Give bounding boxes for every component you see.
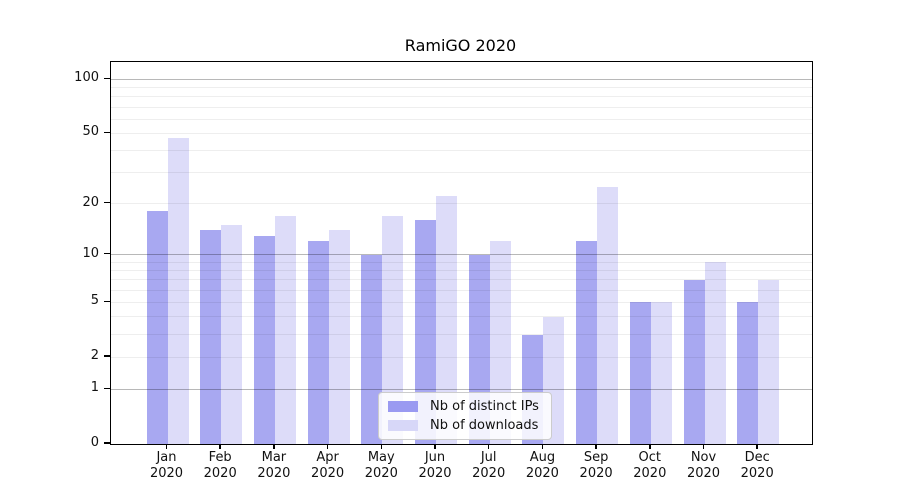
gridline-60: [111, 118, 812, 120]
gridline-3: [111, 334, 812, 336]
x-tick-mark: [487, 444, 490, 449]
bar-may-downloads: [382, 215, 404, 444]
bar-sep-downloads: [597, 186, 619, 444]
bar-mar-ips: [253, 235, 275, 444]
x-tick-label-mar: Mar 2020: [257, 450, 291, 481]
x-tick-label-jun: Jun 2020: [418, 450, 452, 481]
x-tick-label-apr: Apr 2020: [311, 450, 345, 481]
y-tick-mark: [104, 252, 110, 255]
x-tick-label-aug: Aug 2020: [525, 450, 559, 481]
y-tick-mark: [104, 355, 110, 357]
y-tick-label-2: 2: [90, 348, 99, 364]
gridline-30: [111, 172, 812, 174]
chart-title: RamiGO 2020: [404, 36, 517, 55]
y-tick-mark: [104, 387, 110, 389]
y-tick-label-1: 1: [90, 380, 99, 396]
legend-label-distinct-ips: Nb of distinct IPs: [430, 399, 539, 414]
x-tick-label-oct: Oct 2020: [633, 450, 667, 481]
x-tick-label-jul: Jul 2020: [472, 450, 506, 481]
y-tick-label-0: 0: [90, 435, 99, 450]
bar-apr-ips: [307, 241, 329, 444]
gridline-6: [111, 289, 812, 291]
gridline-5: [111, 301, 812, 303]
bar-feb-downloads: [221, 225, 243, 444]
plot-area: [110, 61, 813, 445]
gridline-1: [111, 388, 812, 390]
bar-jun-ips: [415, 220, 436, 444]
x-tick-mark: [756, 444, 758, 449]
gridline-4: [111, 316, 812, 318]
x-tick-mark: [273, 444, 275, 449]
bar-oct-ips: [629, 302, 651, 444]
gridline-9: [111, 261, 812, 263]
gridline-80: [111, 96, 812, 98]
legend-label-downloads: Nb of downloads: [430, 418, 539, 433]
legend-swatch-downloads: [388, 420, 418, 431]
x-tick-mark: [219, 444, 221, 449]
x-tick-mark: [649, 444, 651, 449]
y-tick-mark: [104, 201, 110, 204]
bar-nov-ips: [683, 279, 705, 444]
x-tick-label-may: May 2020: [364, 450, 398, 481]
bar-may-ips: [361, 254, 383, 444]
y-tick-mark: [104, 300, 110, 303]
bar-sep-ips: [576, 241, 598, 444]
x-tick-mark: [702, 444, 705, 449]
x-tick-label-dec: Dec 2020: [740, 450, 774, 481]
x-tick-label-feb: Feb 2020: [203, 450, 237, 481]
bar-nov-downloads: [704, 262, 726, 444]
y-tick-label-20: 20: [82, 194, 99, 210]
gridline-8: [111, 269, 812, 271]
x-tick-mark: [380, 444, 383, 449]
x-tick-mark: [541, 444, 544, 449]
bar-mar-downloads: [274, 215, 296, 444]
y-tick-label-100: 100: [74, 70, 99, 86]
x-tick-mark: [595, 444, 597, 449]
legend-item-downloads: Nb of downloads: [388, 418, 539, 433]
gridline-2: [111, 356, 812, 358]
legend-item-distinct-ips: Nb of distinct IPs: [388, 399, 539, 414]
bar-feb-ips: [200, 230, 222, 444]
gridline-20: [111, 203, 812, 205]
y-tick-label-10: 10: [82, 245, 99, 261]
y-tick-label-5: 5: [90, 293, 99, 309]
bar-jan-ips: [146, 211, 168, 444]
y-tick-mark: [104, 77, 110, 80]
x-tick-mark: [165, 444, 168, 449]
gridline-90: [111, 87, 812, 89]
gridline-40: [111, 150, 812, 152]
gridline-10: [111, 254, 812, 256]
gridline-50: [111, 132, 812, 134]
bar-oct-downloads: [650, 302, 672, 444]
legend-swatch-distinct-ips: [388, 401, 418, 412]
x-tick-label-nov: Nov 2020: [686, 450, 721, 481]
x-tick-label-sep: Sep 2020: [579, 450, 613, 481]
x-tick-mark: [434, 444, 436, 449]
legend: Nb of distinct IPs Nb of downloads: [378, 392, 552, 440]
bar-apr-downloads: [328, 230, 350, 444]
bar-jan-downloads: [167, 138, 189, 444]
bar-jun-downloads: [436, 196, 457, 444]
gridline-100: [111, 78, 812, 80]
bar-dec-downloads: [758, 279, 780, 444]
x-tick-label-jan: Jan 2020: [149, 450, 184, 481]
gridline-7: [111, 279, 812, 281]
y-tick-mark: [104, 442, 110, 444]
x-tick-mark: [326, 444, 329, 449]
y-tick-mark: [104, 131, 110, 134]
bar-dec-ips: [737, 302, 759, 444]
y-tick-label-50: 50: [82, 124, 99, 140]
gridline-70: [111, 106, 812, 108]
